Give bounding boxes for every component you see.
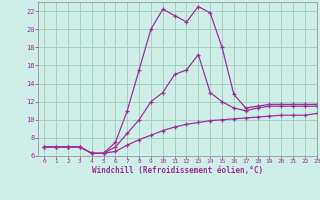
- X-axis label: Windchill (Refroidissement éolien,°C): Windchill (Refroidissement éolien,°C): [92, 166, 263, 175]
